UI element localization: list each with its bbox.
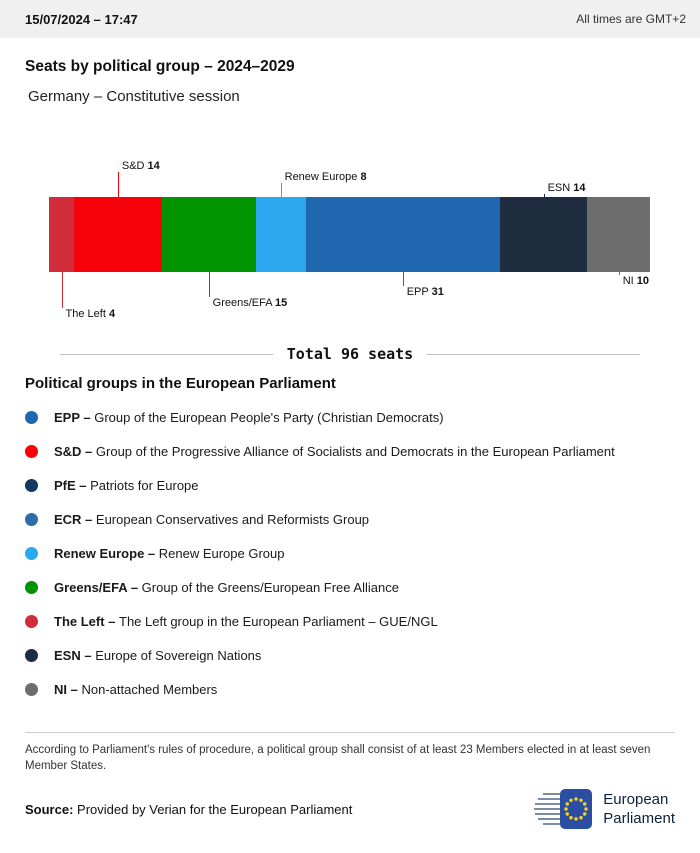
legend-dot-esn-icon [25,648,38,662]
legend-item-ecr: ECR – European Conservatives and Reformi… [25,502,675,536]
logo-text-line1: European [603,791,669,809]
leader-line-esn [543,194,545,197]
bar-segment-the-left[interactable] [49,197,75,272]
datetime-label: 15/07/2024 – 17:47 [25,11,138,27]
legend-label-ecr: ECR – European Conservatives and Reformi… [54,511,370,527]
legend-item-the-left: The Left – The Left group in the Europea… [25,604,675,638]
source-line: Source: Provided by Verian for the Europ… [25,802,352,817]
leader-line-greens-efa [208,272,210,297]
divider-line-left [60,353,273,355]
legend-item-esn: ESN – Europe of Sovereign Nations [25,638,675,672]
legend-label-epp: EPP – Group of the European People's Par… [54,409,444,425]
source-text: Provided by Verian for the European Parl… [73,801,353,817]
source-label: Source: [25,801,74,817]
divider-line-right [427,353,640,355]
legend-dot-renew-europe-icon [25,546,38,560]
total-seats-label: Total 96 seats [286,345,414,363]
legend-item-epp: EPP – Group of the European People's Par… [25,400,675,434]
leader-line-the-left [61,272,63,308]
legend-list: EPP – Group of the European People's Par… [25,400,675,706]
legend-dot-s-d-icon [25,444,38,458]
leader-line-epp [402,272,404,286]
page-title: Seats by political group – 2024–2029 [25,58,295,75]
leader-line-ni [618,272,620,275]
legend-heading: Political groups in the European Parliam… [25,375,336,392]
leader-line-s-d [117,172,119,197]
bar-segment-esn[interactable] [499,197,588,272]
timezone-note: All times are GMT+2 [576,12,686,26]
bar-segment-renew-europe[interactable] [255,197,306,272]
bar-segment-epp[interactable] [305,197,500,272]
legend-label-pfe: PfE – Patriots for Europe [54,477,199,493]
legend-label-s-d: S&D – Group of the Progressive Alliance … [54,443,615,459]
legend-item-ni: NI – Non-attached Members [25,672,675,706]
legend-item-pfe: PfE – Patriots for Europe [25,468,675,502]
footnote: According to Parliament's rules of proce… [25,732,675,774]
legend-item-greens-efa: Greens/EFA – Group of the Greens/Europea… [25,570,675,604]
bar-label-s-d: S&D 14 [121,160,160,172]
legend-item-renew-europe: Renew Europe – Renew Europe Group [25,536,675,570]
logo-text-line2: Parliament [603,810,675,828]
ep-flag-icon [534,789,593,830]
bar-label-renew-europe: Renew Europe 8 [284,171,367,183]
legend-label-esn: ESN – Europe of Sovereign Nations [54,647,262,663]
legend-dot-epp-icon [25,410,38,424]
bar-label-the-left: The Left 4 [65,308,116,320]
legend-label-ni: NI – Non-attached Members [54,681,218,697]
legend-item-s-d: S&D – Group of the Progressive Alliance … [25,434,675,468]
bar-label-ni: NI 10 [622,275,649,287]
legend-dot-greens-efa-icon [25,580,38,594]
leader-line-renew-europe [280,183,282,197]
page-footer: Source: Provided by Verian for the Europ… [25,788,675,830]
bar-label-esn: ESN 14 [547,182,586,194]
page-subtitle: Germany – Constitutive session [28,88,240,105]
bar-segment-s-d[interactable] [74,197,162,272]
bar-segment-ni[interactable] [587,197,650,272]
legend-label-greens-efa: Greens/EFA – Group of the Greens/Europea… [54,579,399,595]
ep-logo: European Parliament [530,788,675,830]
seats-chart: The Left 4 S&D 14 Greens/EFA 15 Renew Europ… [25,152,675,332]
bar-label-greens-efa: Greens/EFA 15 [212,297,288,309]
legend-label-the-left: The Left – The Left group in the Europea… [54,613,438,629]
legend-dot-pfe-icon [25,478,38,492]
legend-dot-the-left-icon [25,614,38,628]
legend-label-renew-europe: Renew Europe – Renew Europe Group [54,545,285,561]
stacked-bar [49,197,650,272]
legend-dot-ecr-icon [25,512,38,526]
bar-label-epp: EPP 31 [406,286,444,298]
total-seats-row: Total 96 seats [60,345,640,363]
top-bar: 15/07/2024 – 17:47 All times are GMT+2 [0,0,700,38]
legend-dot-ni-icon [25,682,38,696]
bar-segment-greens-efa[interactable] [161,197,256,272]
